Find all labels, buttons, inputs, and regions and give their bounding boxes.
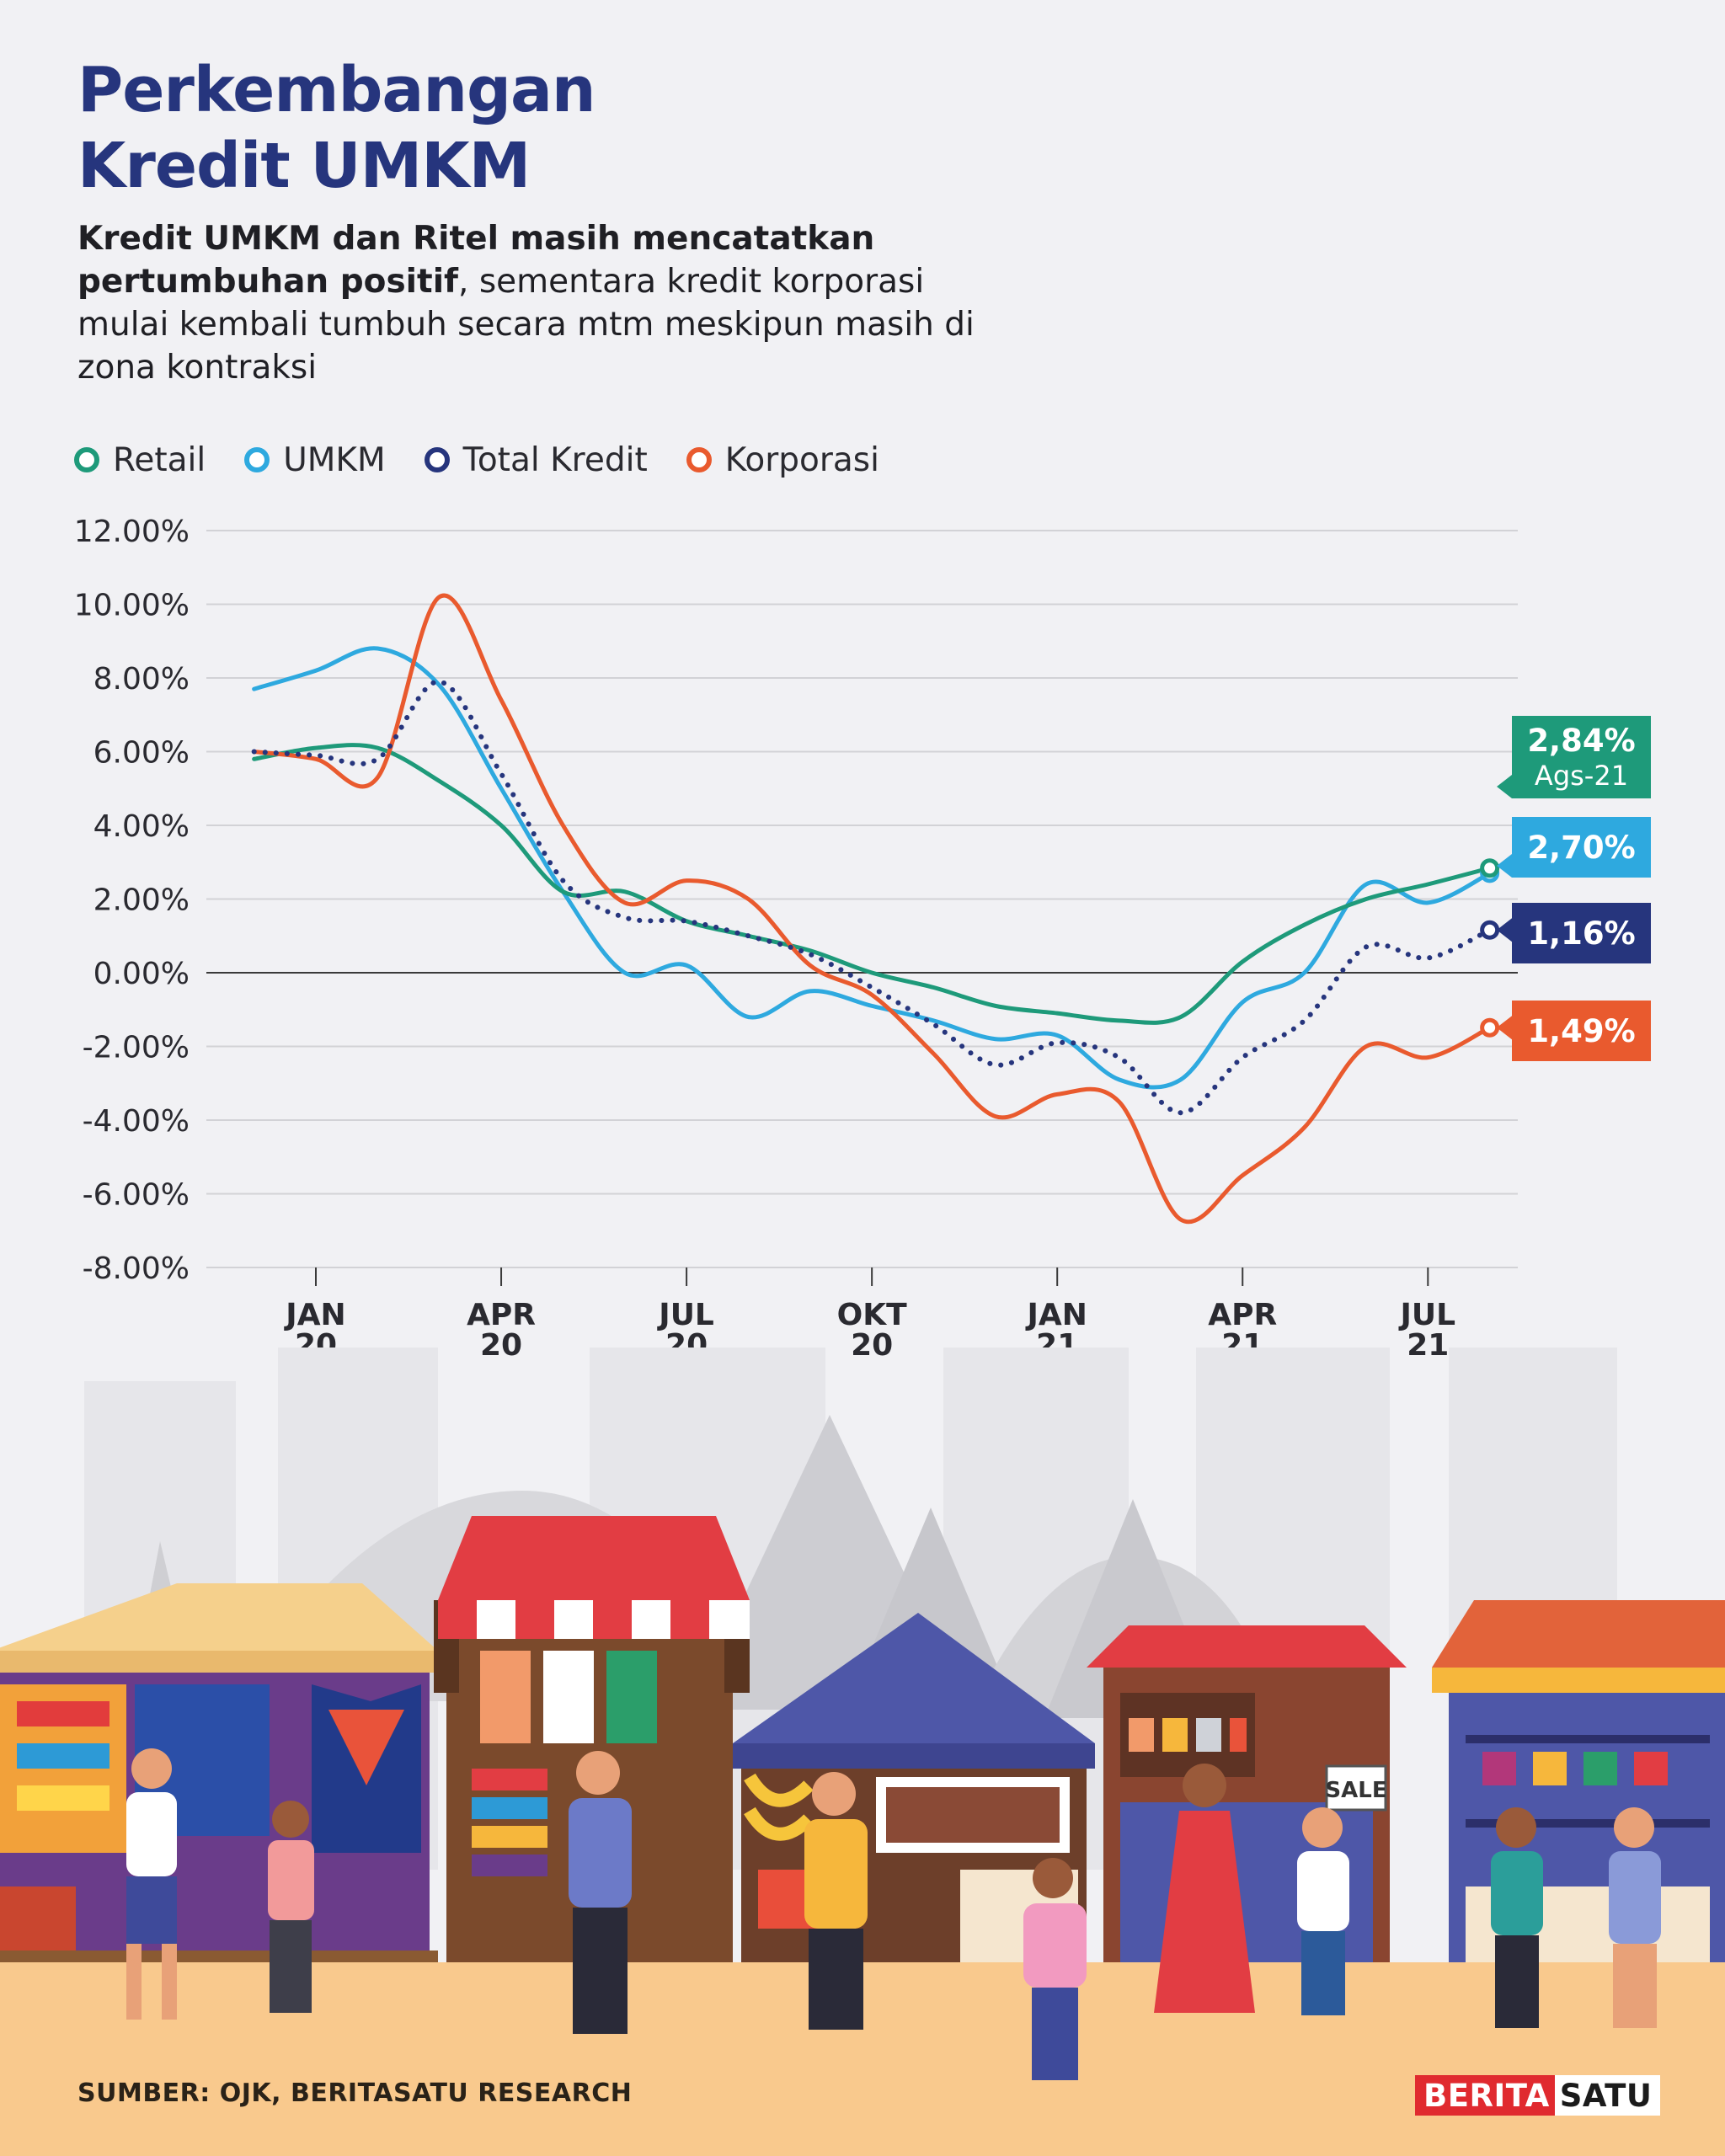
legend: Retail UMKM Total Kredit Korporasi — [74, 436, 879, 483]
person-8 — [1491, 1807, 1543, 2028]
chart-grid — [206, 530, 1518, 1268]
person-6 — [1154, 1764, 1255, 2013]
person-3 — [569, 1751, 632, 2034]
legend-item-umkm: UMKM — [244, 440, 386, 479]
end-label-box-korporasi — [1512, 1001, 1651, 1061]
x-tick-label: JUL — [656, 1298, 714, 1332]
logo-part-2: SATU — [1554, 2075, 1661, 2116]
end-label-value-umkm: 2,70% — [1527, 830, 1635, 866]
y-tick-label: -8.00% — [83, 1251, 190, 1286]
y-tick-label: -4.00% — [83, 1104, 190, 1139]
x-tick-label: JAN — [1025, 1298, 1087, 1332]
person-9 — [1609, 1807, 1661, 2028]
series-end-marker-total-kredit — [1480, 920, 1500, 940]
end-label-sub-retail: Ags-21 — [1535, 760, 1628, 792]
y-axis-ticks: 12.00% 10.00% 8.00% 6.00% 4.00% 2.00% 0.00% -2.… — [74, 515, 190, 1286]
x-tick-label: APR — [467, 1298, 536, 1332]
y-tick-label: 4.00% — [93, 809, 190, 844]
y-tick-label: -6.00% — [83, 1178, 190, 1213]
people — [126, 1748, 1661, 2080]
y-tick-label: 10.00% — [74, 589, 190, 623]
legend-label-total-kredit: Total Kredit — [462, 440, 648, 479]
legend-item-korporasi: Korporasi — [686, 441, 879, 479]
subtitle: Kredit UMKM dan Ritel masih mencatatkan … — [77, 217, 987, 389]
end-label-box-umkm — [1512, 817, 1651, 878]
legend-dot-retail — [74, 447, 99, 472]
end-label-value-korporasi: 1,49% — [1527, 1013, 1635, 1049]
end-label-pointer-total-kredit — [1497, 918, 1512, 942]
x-tick-label: APR — [1208, 1298, 1277, 1332]
series-line-umkm — [252, 646, 1493, 1090]
title-line-1: Perkembangan — [77, 54, 596, 126]
end-label-value-retail: 2,84% — [1527, 723, 1635, 759]
x-tick-label: JAN — [283, 1298, 345, 1332]
legend-label-korporasi: Korporasi — [724, 440, 879, 479]
source-note: SUMBER: OJK, BERITASATU RESEARCH — [77, 2079, 633, 2108]
end-label-box-retail — [1512, 716, 1651, 798]
person-5 — [1023, 1858, 1087, 2080]
chart-series — [251, 593, 1500, 1225]
person-1 — [126, 1748, 177, 2020]
stall-spices: SALE — [1087, 1625, 1407, 1962]
legend-dot-total-kredit — [424, 447, 450, 472]
end-label-pointer-korporasi — [1497, 1016, 1512, 1040]
subtitle-bold: Kredit UMKM dan Ritel masih mencatatkan … — [77, 220, 875, 301]
person-2 — [268, 1801, 314, 2013]
y-tick-label: 8.00% — [93, 662, 190, 696]
subtitle-rest: , sementara kredit korporasi mulai kemba… — [77, 263, 975, 387]
series-line-korporasi — [252, 593, 1493, 1225]
person-4 — [804, 1772, 868, 2030]
y-tick-label: 12.00% — [74, 515, 190, 549]
y-tick-label: -2.00% — [83, 1031, 190, 1065]
line-chart: 12.00% 10.00% 8.00% 6.00% 4.00% 2.00% 0.00% -2.… — [74, 515, 1651, 1356]
logo-part-1: BERITA — [1415, 2075, 1555, 2116]
person-7 — [1297, 1807, 1349, 2015]
series-end-marker-retail — [1480, 858, 1500, 878]
legend-dot-umkm — [244, 447, 270, 472]
series-end-marker-korporasi — [1480, 1017, 1500, 1038]
series-line-total-kredit — [251, 679, 1493, 1116]
y-tick-label: 6.00% — [93, 736, 190, 771]
stall-sweets — [1432, 1600, 1725, 1962]
title-line-2: Kredit UMKM — [77, 130, 531, 202]
x-tick-label: 20 — [480, 1328, 522, 1356]
series-line-retail — [252, 743, 1493, 1025]
beritasatu-logo: BERITA SATU — [1415, 2075, 1661, 2116]
end-label-pointer-umkm — [1497, 854, 1512, 878]
legend-label-retail: Retail — [113, 440, 206, 479]
stall-textiles — [0, 1583, 438, 1962]
market-illustration: SALE — [0, 1348, 1725, 2156]
y-tick-label: 2.00% — [93, 883, 190, 918]
legend-dot-korporasi — [686, 447, 712, 472]
x-tick-label: 21 — [1407, 1328, 1449, 1356]
end-label-pointer-retail — [1497, 775, 1512, 798]
end-label-value-total-kredit: 1,16% — [1527, 915, 1635, 952]
chart-end-labels: 2,84%Ags-21 2,70% 1,16% 1,49% — [1497, 716, 1651, 1061]
x-tick-label: OKT — [837, 1298, 908, 1332]
legend-item-retail: Retail — [74, 441, 206, 479]
y-tick-label: 0.00% — [93, 957, 190, 991]
end-label-box-total-kredit — [1512, 903, 1651, 963]
x-tick-label: JUL — [1398, 1298, 1456, 1332]
legend-label-umkm: UMKM — [283, 440, 386, 479]
page-title: Perkembangan Kredit UMKM — [77, 52, 596, 204]
sale-sign: SALE — [1325, 1778, 1386, 1803]
legend-item-total-kredit: Total Kredit — [424, 440, 648, 479]
x-tick-label: 20 — [851, 1328, 893, 1356]
